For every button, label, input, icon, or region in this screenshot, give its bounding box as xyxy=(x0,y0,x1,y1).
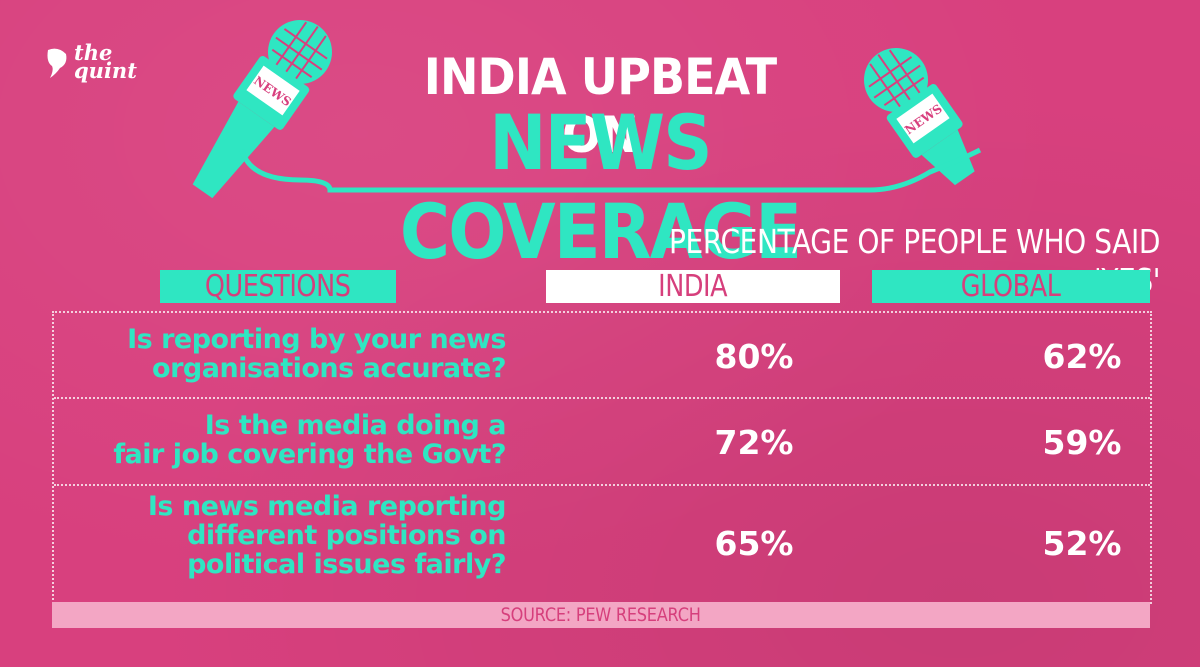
question-line: Is reporting by your news xyxy=(127,324,506,355)
source-label: SOURCE: PEW RESEARCH xyxy=(501,604,701,626)
india-value: 65% xyxy=(714,524,794,563)
question-line: Is the media doing a xyxy=(204,410,507,441)
column-header-questions: QUESTIONS xyxy=(160,269,396,304)
column-header-questions-label: QUESTIONS xyxy=(205,269,351,304)
question-cell: Is news media reporting different positi… xyxy=(94,491,507,580)
question-line: fair job covering the Govt? xyxy=(113,439,506,470)
column-header-global-label: GLOBAL xyxy=(961,269,1061,304)
quint-logo-icon xyxy=(47,48,67,78)
logo-wordmark: the quint xyxy=(74,40,137,83)
title-line-2: NEWS COVERAGE xyxy=(399,98,802,276)
global-value: 59% xyxy=(1042,423,1122,462)
question-line: political issues fairly? xyxy=(187,549,506,580)
global-value: 62% xyxy=(1042,337,1122,376)
question-line: Is news media reporting xyxy=(147,491,507,522)
india-value: 72% xyxy=(714,423,794,462)
right-microphone-icon: NEWS xyxy=(864,48,975,186)
question-line: organisations accurate? xyxy=(152,353,506,384)
column-header-india: INDIA xyxy=(546,269,840,304)
source-bar: SOURCE: PEW RESEARCH xyxy=(52,602,1150,628)
table-row: Is reporting by your news organisations … xyxy=(54,313,1150,399)
table-row: Is the media doing a fair job covering t… xyxy=(54,399,1150,486)
left-microphone-icon: NEWS xyxy=(192,20,332,199)
india-value: 80% xyxy=(714,337,794,376)
data-table: Is reporting by your news organisations … xyxy=(52,311,1152,604)
logo-word-the: the xyxy=(74,40,113,65)
table-row: Is news media reporting different positi… xyxy=(54,486,1150,602)
question-line: different positions on xyxy=(187,520,506,551)
global-value: 52% xyxy=(1042,524,1122,563)
question-cell: Is reporting by your news organisations … xyxy=(94,325,506,383)
question-cell: Is the media doing a fair job covering t… xyxy=(94,411,506,469)
title-line-1: INDIA UPBEAT ON xyxy=(423,48,777,164)
logo-word-quint: quint xyxy=(74,58,137,83)
column-header-india-label: INDIA xyxy=(658,269,728,304)
column-header-global: GLOBAL xyxy=(872,269,1150,304)
the-quint-logo: the quint xyxy=(44,40,137,84)
mic-cable xyxy=(239,147,982,193)
